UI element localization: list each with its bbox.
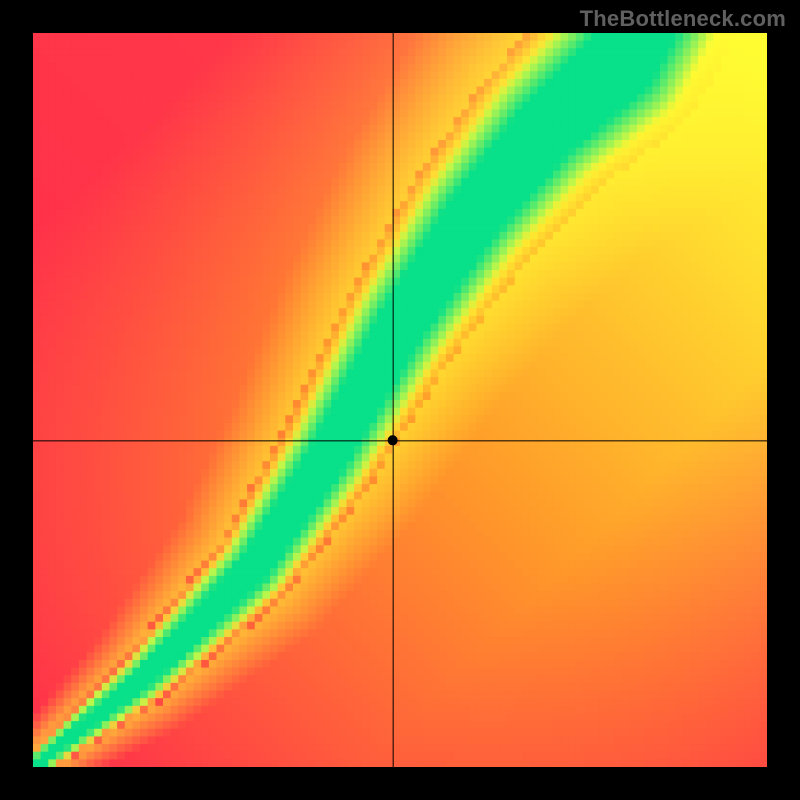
bottleneck-heatmap <box>33 33 767 767</box>
watermark-text: TheBottleneck.com <box>580 6 786 32</box>
root: TheBottleneck.com <box>0 0 800 800</box>
